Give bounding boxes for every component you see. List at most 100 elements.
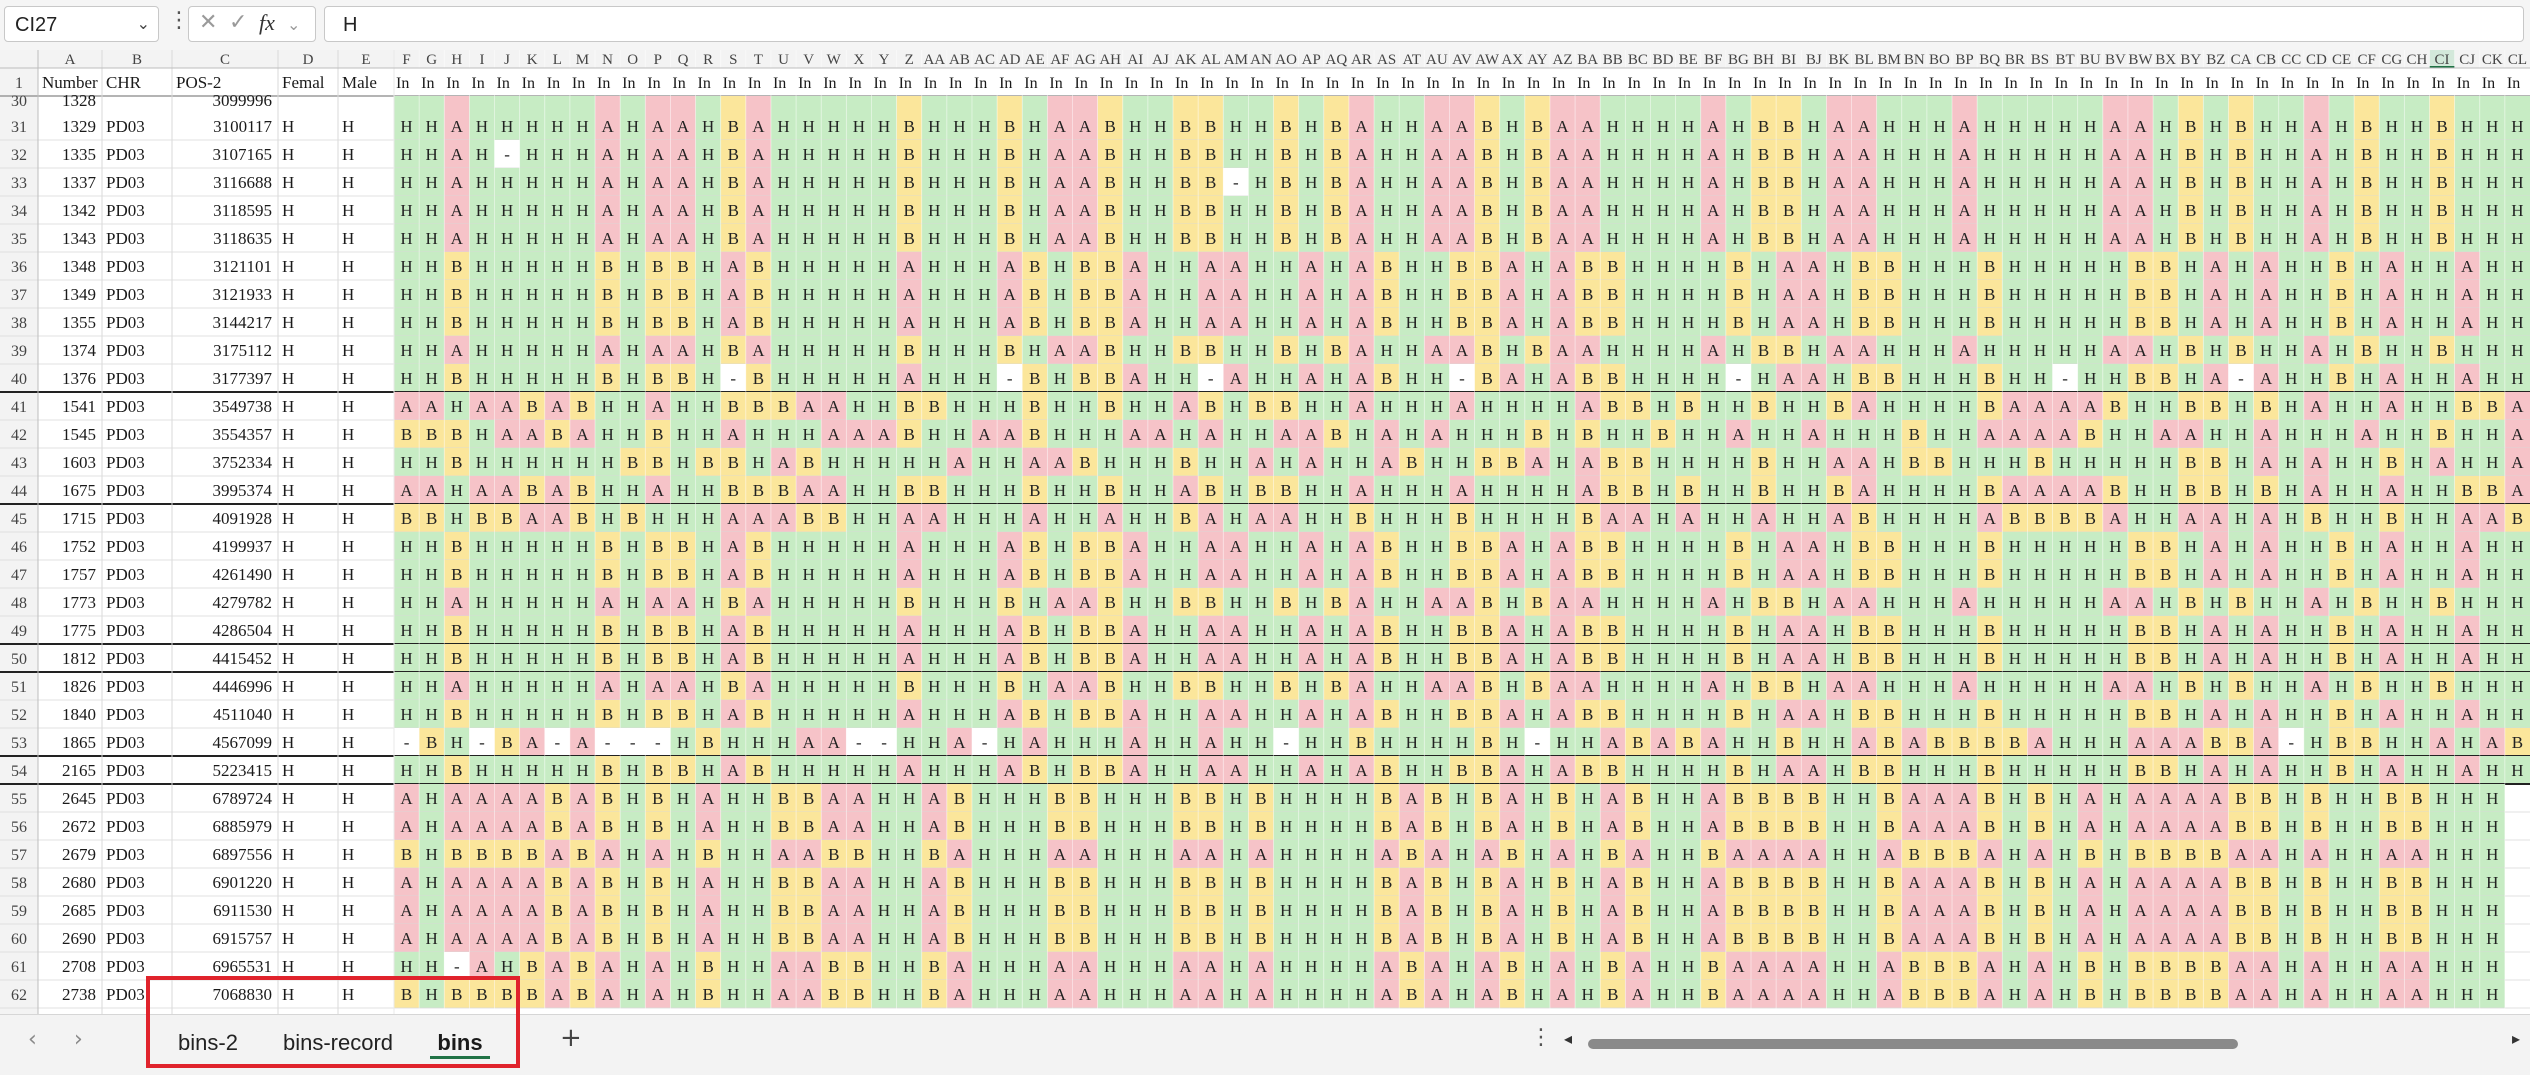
genotype-value: H	[1330, 369, 1342, 388]
genotype-value: B	[1280, 397, 1291, 416]
function-chevron-icon[interactable]: ⌄	[287, 15, 300, 34]
genotype-value: A	[802, 397, 815, 416]
genotype-value: H	[2159, 677, 2171, 696]
header-cell: In	[497, 75, 510, 92]
genotype-value: B	[1934, 453, 1945, 472]
genotype-value: A	[2436, 453, 2449, 472]
header-cell: In	[1225, 75, 1238, 92]
genotype-value: B	[2160, 537, 2171, 556]
column-header: BX	[2155, 52, 2176, 68]
pos-cell: 3549738	[213, 397, 273, 416]
genotype-value: A	[752, 173, 765, 192]
genotype-value: H	[1054, 565, 1066, 584]
genotype-value: A	[727, 705, 740, 724]
row-header: 51	[11, 679, 27, 696]
chevron-down-icon[interactable]: ⌄	[137, 7, 150, 43]
genotype-value: H	[2185, 649, 2197, 668]
genotype-value: H	[2285, 285, 2297, 304]
genotype-value: H	[2486, 817, 2498, 836]
genotype-value: B	[602, 761, 613, 780]
genotype-value: B	[1582, 565, 1593, 584]
cancel-icon[interactable]: ✕	[199, 10, 217, 35]
genotype-value: A	[1079, 201, 1092, 220]
genotype-value: H	[601, 481, 613, 500]
genotype-value: B	[1105, 285, 1116, 304]
genotype-value: A	[828, 481, 841, 500]
genotype-value: H	[1858, 789, 1870, 808]
genotype-value: H	[1958, 369, 1970, 388]
genotype-value: B	[1255, 397, 1266, 416]
chr-cell: PD03	[106, 341, 145, 360]
genotype-value: H	[953, 649, 965, 668]
genotype-value: H	[476, 173, 488, 192]
column-header: CA	[2231, 52, 2252, 68]
genotype-value: B	[2411, 789, 2422, 808]
genotype-value: H	[1129, 145, 1141, 164]
genotype-value: B	[552, 789, 563, 808]
genotype-value: H	[953, 621, 965, 640]
genotype-value: A	[1783, 537, 1796, 556]
header-cell: In	[396, 75, 409, 92]
genotype-value: H	[1908, 649, 1920, 668]
row-header: 37	[11, 287, 27, 304]
column-header: AJ	[1152, 52, 1169, 68]
genotype-value: A	[1506, 817, 1519, 836]
formula-input[interactable]: H	[324, 6, 2524, 42]
header-cell: In	[471, 75, 484, 92]
column-header: CI	[2435, 52, 2450, 68]
genotype-value: H	[2059, 677, 2071, 696]
genotype-value: H	[1456, 733, 1468, 752]
genotype-value: A	[1506, 649, 1519, 668]
name-box[interactable]: CI27 ⌄	[4, 6, 159, 42]
column-header: X	[853, 52, 864, 68]
genotype-cell	[1424, 96, 1449, 112]
genotype-value: H	[1255, 565, 1267, 584]
genotype-value: H	[903, 733, 915, 752]
genotype-value: H	[1380, 117, 1392, 136]
genotype-value: B	[451, 565, 462, 584]
genotype-value: H	[1808, 509, 1820, 528]
row-header: 36	[11, 259, 27, 276]
genotype-value: B	[2185, 593, 2196, 612]
genotype-value: H	[2436, 537, 2448, 556]
genotype-value: B	[903, 117, 914, 136]
genotype-value: H	[1958, 453, 1970, 472]
genotype-value: A	[1958, 145, 1971, 164]
genotype-value: A	[1079, 145, 1092, 164]
genotype-value: H	[1783, 453, 1795, 472]
genotype-value: B	[602, 537, 613, 556]
genotype-value: H	[1531, 397, 1543, 416]
female-cell: H	[282, 201, 294, 220]
genotype-value: B	[1280, 201, 1291, 220]
genotype-value: H	[928, 761, 940, 780]
genotype-value: B	[1632, 817, 1643, 836]
genotype-value: H	[903, 453, 915, 472]
genotype-value: H	[1481, 509, 1493, 528]
genotype-value: A	[1556, 257, 1569, 276]
genotype-value: B	[1356, 733, 1367, 752]
genotype-value: H	[702, 509, 714, 528]
genotype-value: H	[1531, 257, 1543, 276]
genotype-value: H	[702, 369, 714, 388]
header-cell: In	[2080, 75, 2093, 92]
genotype-value: B	[2160, 565, 2171, 584]
female-cell: H	[282, 733, 294, 752]
genotype-value: H	[1481, 425, 1493, 444]
genotype-value: A	[1808, 761, 1821, 780]
genotype-value: H	[2361, 453, 2373, 472]
genotype-value: H	[1883, 481, 1895, 500]
more-options-icon[interactable]: ⋮	[168, 8, 190, 33]
genotype-value: H	[2185, 257, 2197, 276]
genotype-value: A	[1858, 397, 1871, 416]
genotype-value: A	[1984, 425, 1997, 444]
genotype-value: A	[1858, 453, 1871, 472]
column-header: F	[402, 52, 410, 68]
genotype-value: H	[828, 117, 840, 136]
genotype-value: H	[426, 845, 438, 864]
genotype-value: H	[978, 257, 990, 276]
chr-cell: PD03	[106, 733, 145, 752]
insert-function-icon[interactable]: fx	[259, 10, 275, 36]
genotype-value: H	[2486, 285, 2498, 304]
enter-icon[interactable]: ✓	[229, 10, 247, 35]
